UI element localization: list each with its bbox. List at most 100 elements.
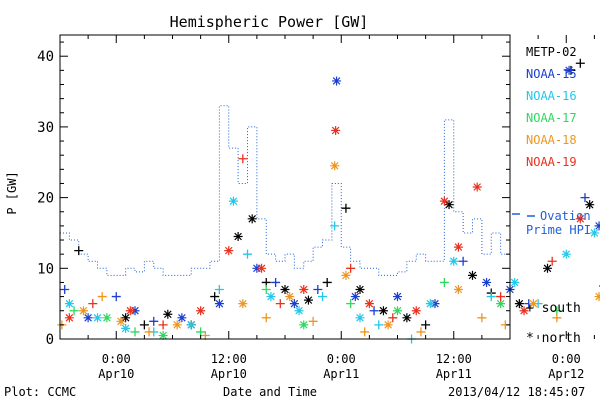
x-tick-date-label: Apr12	[548, 367, 584, 381]
plot-timestamp: 2013/04/12 18:45:07	[448, 385, 585, 399]
north-point-marker	[303, 295, 313, 305]
north-point-marker	[402, 313, 412, 323]
legend-item-series: METP-02	[526, 45, 577, 59]
north-point-marker	[355, 313, 365, 323]
north-point-marker	[575, 214, 585, 224]
y-axis-label: P [GW]	[5, 171, 19, 214]
south-point-marker	[416, 327, 426, 337]
x-axis-label: Date and Time	[223, 385, 317, 399]
south-point-marker	[313, 285, 323, 295]
legend-marker-south: + south	[526, 301, 581, 316]
north-point-marker	[594, 292, 600, 302]
north-point-marker	[257, 263, 267, 273]
north-point-marker	[196, 306, 206, 316]
north-point-marker	[247, 214, 257, 224]
north-point-marker	[496, 299, 506, 309]
y-tick-label: 10	[37, 261, 54, 277]
south-point-marker	[243, 249, 252, 259]
north-point-marker	[364, 299, 374, 309]
axes-layer: 0102030400:00Apr1012:00Apr100:00Apr1112:…	[37, 35, 595, 381]
north-point-marker	[332, 76, 342, 86]
north-point-marker	[468, 270, 477, 280]
north-point-marker	[514, 299, 524, 309]
south-point-marker	[111, 292, 121, 302]
north-point-marker	[93, 313, 102, 323]
legend-item-series: NOAA-15	[526, 67, 577, 81]
north-point-marker	[233, 231, 243, 241]
south-point-marker	[369, 306, 379, 316]
x-tick-date-label: Apr10	[98, 367, 134, 381]
north-point-marker	[252, 263, 262, 273]
north-point-marker	[453, 242, 463, 252]
south-point-marker	[330, 221, 340, 231]
north-point-marker	[350, 292, 360, 302]
north-point-marker	[172, 320, 182, 330]
south-point-marker	[346, 263, 356, 273]
south-point-marker	[97, 292, 107, 302]
points-layer	[57, 58, 600, 344]
north-point-marker	[393, 306, 402, 316]
south-point-marker	[552, 313, 562, 323]
south-point-marker	[374, 320, 384, 330]
north-point-marker	[177, 313, 187, 323]
south-point-marker	[388, 313, 398, 323]
legend-item-series: NOAA-19	[526, 155, 577, 169]
north-point-marker	[238, 299, 248, 309]
south-point-marker	[360, 327, 370, 337]
south-point-marker	[60, 285, 70, 295]
south-point-marker	[477, 313, 487, 323]
south-point-marker	[496, 292, 506, 302]
south-point-marker	[200, 330, 210, 340]
south-point-marker	[261, 313, 271, 323]
south-point-marker	[580, 193, 590, 203]
north-point-marker	[519, 306, 529, 316]
south-point-marker	[275, 299, 285, 309]
north-point-marker	[355, 285, 365, 295]
south-point-marker	[547, 256, 557, 266]
north-point-marker	[64, 299, 74, 309]
north-point-marker	[102, 313, 112, 323]
north-point-marker	[121, 313, 131, 323]
south-point-marker	[74, 246, 84, 256]
north-point-marker	[83, 313, 93, 323]
north-point-marker	[594, 221, 600, 231]
north-point-marker	[186, 320, 196, 330]
north-point-marker	[280, 285, 290, 295]
legend-marker-north: * north	[526, 331, 581, 346]
x-tick-time-label: 0:00	[327, 352, 356, 366]
north-point-marker	[543, 263, 552, 273]
south-point-marker	[210, 292, 220, 302]
north-point-marker	[561, 249, 571, 259]
north-point-marker	[585, 200, 595, 210]
north-point-marker	[130, 306, 140, 316]
north-point-marker	[158, 330, 168, 340]
north-point-marker	[163, 309, 173, 319]
chart-title: Hemispheric Power [GW]	[170, 13, 369, 31]
south-point-marker	[421, 320, 431, 330]
south-point-marker	[271, 277, 281, 287]
south-point-marker	[158, 320, 168, 330]
north-point-marker	[330, 161, 340, 171]
north-point-marker	[425, 299, 435, 309]
south-point-marker	[308, 316, 318, 326]
north-point-marker	[266, 292, 276, 302]
x-tick-time-label: 12:00	[211, 352, 247, 366]
north-point-marker	[331, 125, 341, 135]
south-point-marker	[575, 58, 585, 68]
ovation-hpi-line	[60, 105, 511, 276]
plot-credit: Plot: CCMC	[4, 385, 76, 399]
north-point-marker	[214, 299, 224, 309]
north-point-marker	[564, 65, 574, 75]
north-point-marker	[589, 228, 599, 238]
legend-item-series: NOAA-17	[526, 111, 577, 125]
legend-ovation-label-line2: Prime HPI	[526, 223, 591, 237]
x-tick-date-label: Apr10	[211, 367, 247, 381]
north-point-marker	[453, 285, 463, 295]
x-tick-date-label: Apr11	[436, 367, 472, 381]
south-point-marker	[486, 292, 496, 302]
x-tick-date-label: Apr11	[323, 367, 359, 381]
south-point-marker	[139, 320, 149, 330]
south-point-marker	[144, 327, 154, 337]
south-point-marker	[439, 277, 449, 287]
north-point-marker	[341, 270, 351, 280]
